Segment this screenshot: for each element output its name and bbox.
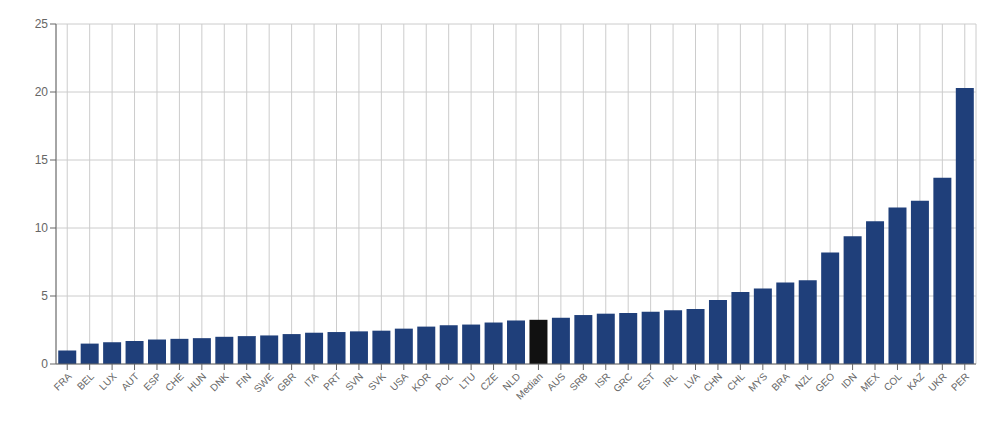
svg-text:IRL: IRL xyxy=(661,370,680,389)
svg-text:ESP: ESP xyxy=(141,370,163,392)
svg-text:HUN: HUN xyxy=(185,371,208,394)
svg-text:10: 10 xyxy=(35,221,49,235)
svg-text:5: 5 xyxy=(41,289,48,303)
svg-text:CHL: CHL xyxy=(725,370,747,392)
svg-text:BRA: BRA xyxy=(769,370,792,393)
svg-text:Median: Median xyxy=(514,371,545,402)
svg-text:SVK: SVK xyxy=(366,370,388,392)
svg-text:0: 0 xyxy=(41,357,48,371)
svg-text:MEX: MEX xyxy=(858,370,881,393)
svg-text:20: 20 xyxy=(35,85,49,99)
svg-text:GRC: GRC xyxy=(611,371,635,395)
svg-text:25: 25 xyxy=(35,17,49,31)
svg-text:AUS: AUS xyxy=(545,370,568,393)
svg-text:IDN: IDN xyxy=(839,371,859,391)
svg-text:15: 15 xyxy=(35,153,49,167)
svg-text:GEO: GEO xyxy=(813,371,837,395)
svg-text:LUX: LUX xyxy=(97,370,119,392)
svg-text:NLD: NLD xyxy=(500,370,523,393)
svg-text:KOR: KOR xyxy=(410,371,433,394)
svg-text:PER: PER xyxy=(949,371,971,393)
svg-text:MYS: MYS xyxy=(746,370,769,393)
svg-text:UKR: UKR xyxy=(926,371,949,394)
svg-text:NZL: NZL xyxy=(793,370,814,391)
svg-text:DNK: DNK xyxy=(208,370,231,393)
svg-text:ISR: ISR xyxy=(593,371,613,391)
svg-text:BEL: BEL xyxy=(75,370,96,391)
svg-text:EST: EST xyxy=(636,371,658,393)
svg-text:FIN: FIN xyxy=(234,371,253,390)
svg-text:FRA: FRA xyxy=(52,370,74,392)
svg-text:CHE: CHE xyxy=(163,370,186,393)
svg-text:USA: USA xyxy=(388,370,411,393)
svg-text:SWE: SWE xyxy=(252,370,276,394)
svg-text:CZE: CZE xyxy=(478,370,500,392)
svg-text:COL: COL xyxy=(882,370,905,393)
svg-text:PRT: PRT xyxy=(321,371,343,393)
svg-text:ITA: ITA xyxy=(302,370,320,388)
svg-text:SVN: SVN xyxy=(343,371,365,393)
svg-text:LTU: LTU xyxy=(457,371,478,392)
svg-text:CHN: CHN xyxy=(701,371,724,394)
svg-text:SRB: SRB xyxy=(567,370,590,393)
svg-text:KAZ: KAZ xyxy=(905,371,927,393)
svg-text:GBR: GBR xyxy=(275,371,298,394)
svg-text:LVA: LVA xyxy=(682,370,702,390)
svg-text:AUT: AUT xyxy=(119,371,141,393)
svg-text:POL: POL xyxy=(433,370,455,392)
